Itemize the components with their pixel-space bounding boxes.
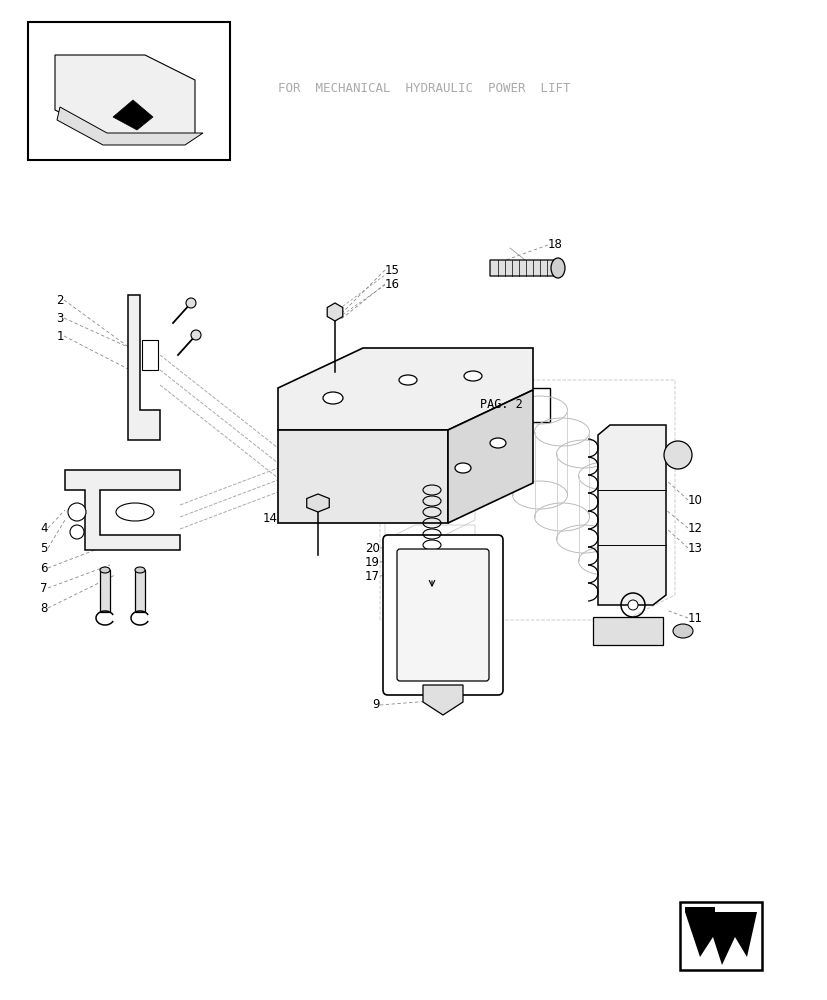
Text: 8: 8 <box>41 601 48 614</box>
Text: 13: 13 <box>687 542 702 554</box>
Text: 15: 15 <box>385 263 399 276</box>
Polygon shape <box>112 100 153 130</box>
Circle shape <box>627 600 638 610</box>
Ellipse shape <box>135 567 145 573</box>
Ellipse shape <box>463 371 481 381</box>
Circle shape <box>68 503 86 521</box>
Circle shape <box>191 330 201 340</box>
Text: 5: 5 <box>41 542 48 554</box>
Bar <box>28 22 230 160</box>
Polygon shape <box>597 425 665 605</box>
Bar <box>100 570 110 612</box>
Bar <box>592 617 662 645</box>
Ellipse shape <box>550 258 564 278</box>
Polygon shape <box>306 494 329 512</box>
Text: 3: 3 <box>56 312 64 324</box>
Text: 11: 11 <box>687 611 702 624</box>
Polygon shape <box>128 295 160 440</box>
Text: 7: 7 <box>41 582 48 594</box>
FancyBboxPatch shape <box>396 549 489 681</box>
Ellipse shape <box>323 392 342 404</box>
Ellipse shape <box>455 463 471 473</box>
Text: 14: 14 <box>263 512 278 524</box>
Bar <box>679 902 761 970</box>
Polygon shape <box>65 470 179 550</box>
Ellipse shape <box>490 438 505 448</box>
Text: 17: 17 <box>365 570 380 582</box>
Polygon shape <box>55 55 195 135</box>
Polygon shape <box>141 340 158 370</box>
Ellipse shape <box>399 375 417 385</box>
Text: PAG. 2: PAG. 2 <box>479 398 522 412</box>
Text: 19: 19 <box>365 556 380 568</box>
Polygon shape <box>684 907 756 965</box>
Polygon shape <box>278 430 447 523</box>
Text: 10: 10 <box>687 493 702 506</box>
Circle shape <box>663 441 691 469</box>
Text: 20: 20 <box>365 542 380 554</box>
Circle shape <box>70 525 84 539</box>
Text: 16: 16 <box>385 277 399 290</box>
Text: 2: 2 <box>56 294 64 306</box>
Polygon shape <box>447 390 533 523</box>
Bar <box>452 388 549 422</box>
Polygon shape <box>327 303 342 321</box>
Text: 4: 4 <box>41 522 48 534</box>
Polygon shape <box>423 685 462 715</box>
Polygon shape <box>57 107 203 145</box>
Polygon shape <box>490 260 559 276</box>
Text: 18: 18 <box>547 238 562 251</box>
Bar <box>135 570 145 612</box>
Ellipse shape <box>100 567 110 573</box>
Text: 9: 9 <box>372 698 380 712</box>
Text: 12: 12 <box>687 522 702 534</box>
Text: FOR  MECHANICAL  HYDRAULIC  POWER  LIFT: FOR MECHANICAL HYDRAULIC POWER LIFT <box>278 82 570 95</box>
Text: 6: 6 <box>41 562 48 574</box>
Text: 1: 1 <box>56 330 64 342</box>
Circle shape <box>186 298 196 308</box>
Polygon shape <box>278 348 533 430</box>
Polygon shape <box>715 907 756 965</box>
FancyBboxPatch shape <box>383 535 502 695</box>
Ellipse shape <box>672 624 692 638</box>
